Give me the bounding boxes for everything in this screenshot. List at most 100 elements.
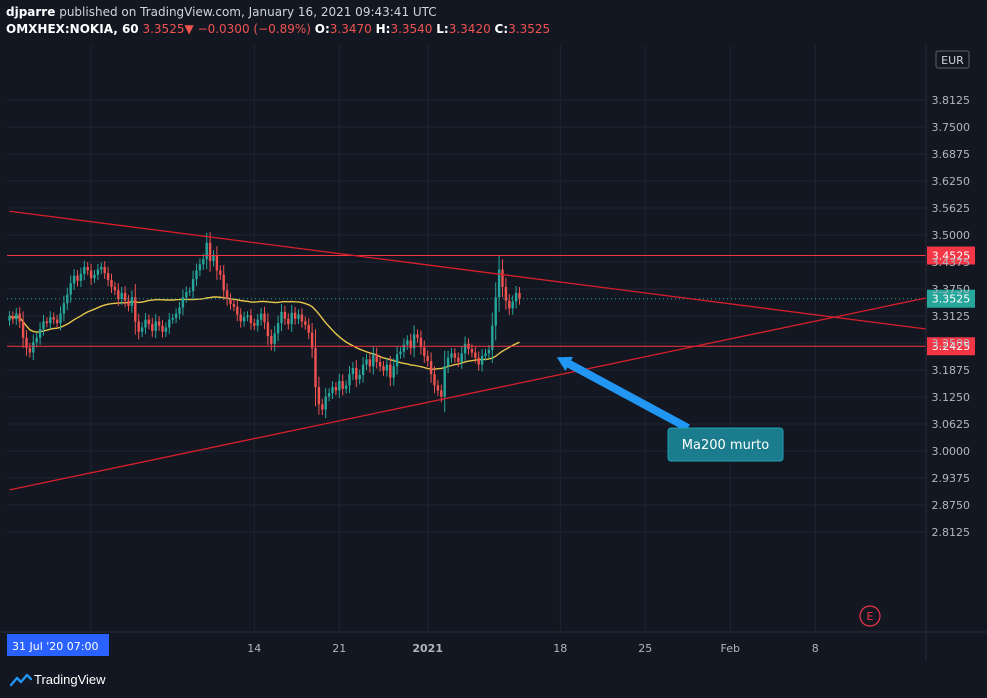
candle-body [130,297,134,306]
candle [178,301,181,320]
candle [202,253,205,270]
candle [137,313,140,340]
candle-body [266,322,270,337]
candle [130,290,134,313]
currency-badge[interactable] [935,50,970,69]
candle [283,305,287,326]
candle [55,314,59,328]
candle [222,265,225,300]
x-tick-label: 2021 [412,642,443,655]
candle [103,261,106,279]
candle-body [18,313,21,322]
candle-body [429,361,433,375]
resistance-trendline[interactable] [9,210,927,330]
y-tick-label: 3.4375 [932,256,971,269]
candle-body [198,264,202,271]
candle [416,329,419,343]
y-tick-label: 3.6875 [932,148,971,161]
candle-body [470,349,474,353]
candle-body [324,396,327,410]
candle-body [76,275,79,281]
candle [249,308,253,330]
candle-body [385,364,389,371]
last-price-value: 3.3525 [142,22,185,36]
y-tick-label: 3.1875 [932,364,971,377]
candle [348,366,351,394]
candle [457,352,460,368]
y-tick-label: 3.1250 [932,391,971,404]
candle-body [399,351,402,355]
candle-body [436,385,440,391]
level-price-tag [927,337,975,356]
tradingview-brand[interactable]: TradingView [34,672,106,687]
candle [89,263,93,285]
levels-layer: 3.4525 3.2425 3.3525 [7,246,975,356]
earnings-marker-icon[interactable] [859,605,881,627]
callout-arrow[interactable] [556,356,690,432]
published-text: published on TradingView.com, January 16… [59,5,437,19]
candle-body [406,340,409,345]
candle [38,322,42,345]
candle [477,351,480,371]
candle [402,338,406,358]
candle-body [341,381,344,389]
candle [232,299,236,312]
earnings-marker-label[interactable]: E [867,610,874,623]
candle [409,333,412,355]
candle-body [409,340,412,349]
annotation-layer[interactable]: Ma200 murto E [556,356,881,627]
candle [69,275,72,303]
candle [147,314,151,330]
publish-line: djparre published on TradingView.com, Ja… [6,4,981,21]
candle [100,262,103,275]
candle-body [253,323,256,326]
candle-body [497,269,501,298]
candle-body [511,301,514,309]
y-tick-label: 3.3125 [932,310,971,323]
candle [171,313,174,324]
candle-body [144,319,147,328]
candle [450,348,453,363]
candle [242,311,246,327]
candle [474,346,477,364]
candle-body [304,321,307,325]
candle-body [249,315,253,324]
candle [59,306,62,331]
candle [494,282,497,341]
high-value: 3.3540 [390,22,433,36]
x-tick-label: 18 [553,642,567,655]
candle-body [518,292,521,299]
candle-body [123,292,127,301]
footer-bar: TradingView [0,668,987,694]
candle [276,315,280,342]
candle [385,358,389,377]
support-trendline[interactable] [9,297,927,491]
callout-box[interactable] [667,427,784,462]
candle-body [256,319,259,326]
candle [419,330,423,355]
candle [140,322,144,337]
candle [327,388,331,402]
candle-body [443,366,446,397]
candle-body [457,357,460,363]
candle-body [15,313,18,320]
candle-body [191,279,195,292]
candle [460,346,463,369]
change-value: −0.0300 (−0.89%) [197,22,311,36]
currency-label[interactable]: EUR [941,54,964,67]
y-tick-label: 2.8750 [932,499,971,512]
candle [443,350,446,413]
candle [15,307,18,325]
candle-body [215,255,219,271]
candle [195,263,198,286]
publisher-name[interactable]: djparre [6,5,56,19]
candle [76,270,79,287]
candle [463,336,467,361]
symbol-label[interactable]: OMXHEX:NOKIA, 60 [6,22,139,36]
y-tick-label: 3.7500 [932,121,971,134]
candle-body [361,364,365,375]
callout-text[interactable]: Ma200 murto [682,438,769,453]
candle [321,398,324,416]
candle-body [392,366,395,378]
